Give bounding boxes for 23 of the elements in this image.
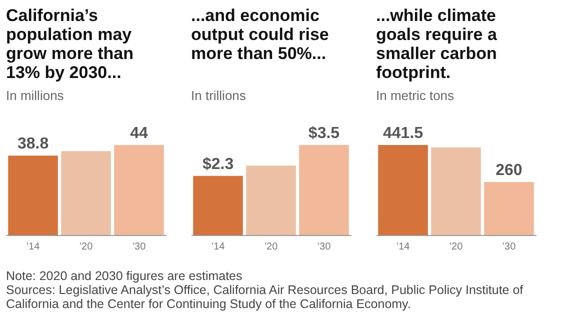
chart-subtitle: In trillions xyxy=(191,88,247,103)
x-tick-label: ’14 xyxy=(396,242,410,252)
text: Note: 2020 and 2030 figures are estimates xyxy=(6,269,244,283)
chart-title: ...and economic output could rise more than 50%... xyxy=(191,6,330,65)
x-tick-label: ’20 xyxy=(449,242,464,252)
source-note: Sources: Legislative Analyst’s Office, California Air Resources Board, Public Policy Institute of California and the Center for Continuing Study of the California Economy. xyxy=(6,283,524,311)
data-label: 441.5 xyxy=(382,125,424,142)
data-label: $3.5 xyxy=(308,125,340,142)
chart-subtitle: In metric tons xyxy=(376,88,456,103)
data-label: 260 xyxy=(496,162,522,179)
x-tick-label: ’14 xyxy=(26,242,40,252)
x-tick-label: ’14 xyxy=(211,242,226,252)
x-tick-label: ’30 xyxy=(502,242,516,252)
chart-title: ...while climate goals require a smaller carbon footprint. xyxy=(376,6,498,84)
data-label: $2.3 xyxy=(202,156,234,173)
x-tick-label: ’30 xyxy=(317,242,332,252)
data-label: 44 xyxy=(130,125,148,142)
x-tick-label: ’20 xyxy=(264,242,278,252)
data-label: 38.8 xyxy=(17,136,49,153)
x-tick-label: ’20 xyxy=(79,242,94,252)
chart-title: California’s population may grow more than 13% by 2030... xyxy=(6,6,135,84)
x-tick-label: ’30 xyxy=(132,242,146,252)
chart-subtitle: In millions xyxy=(6,88,65,103)
